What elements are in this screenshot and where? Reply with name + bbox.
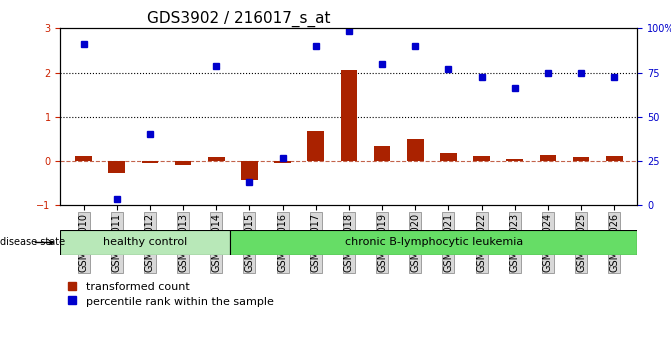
Bar	[241, 161, 258, 179]
Text: GDS3902 / 216017_s_at: GDS3902 / 216017_s_at	[147, 11, 330, 27]
Text: chronic B-lymphocytic leukemia: chronic B-lymphocytic leukemia	[345, 238, 523, 247]
Bar	[307, 131, 324, 161]
Bar	[573, 156, 589, 161]
Bar	[539, 155, 556, 161]
Text: healthy control: healthy control	[103, 238, 187, 247]
FancyBboxPatch shape	[230, 230, 637, 255]
Bar	[208, 156, 225, 161]
Bar	[142, 161, 158, 163]
Bar	[109, 161, 125, 173]
Text: disease state: disease state	[0, 238, 65, 247]
Bar	[440, 153, 457, 161]
Bar	[374, 147, 391, 161]
Bar	[473, 156, 490, 161]
Bar	[407, 139, 423, 161]
Bar	[175, 161, 191, 165]
Bar	[606, 156, 623, 161]
FancyBboxPatch shape	[60, 230, 230, 255]
Bar	[341, 70, 357, 161]
Bar	[75, 156, 92, 161]
Bar	[274, 161, 291, 163]
Legend: transformed count, percentile rank within the sample: transformed count, percentile rank withi…	[66, 282, 274, 307]
Bar	[507, 159, 523, 161]
